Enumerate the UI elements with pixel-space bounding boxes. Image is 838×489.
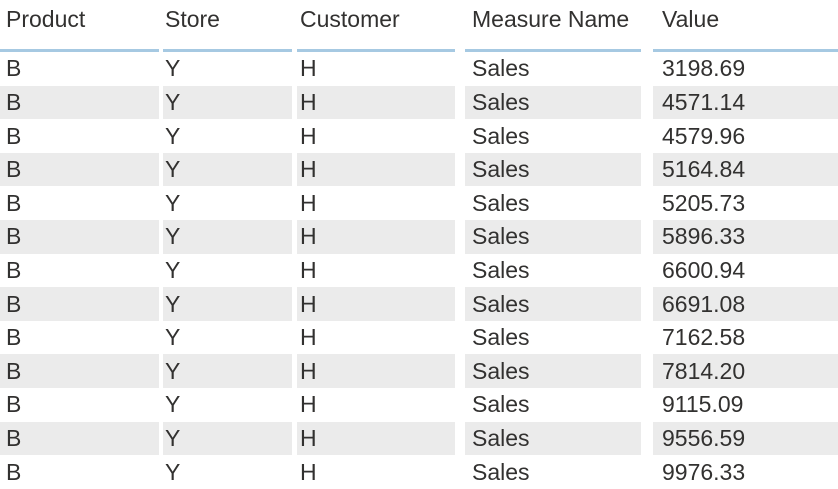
cell-measure-name[interactable]: Sales bbox=[465, 421, 641, 456]
cell-measure-name[interactable]: Sales bbox=[472, 189, 530, 216]
cell-value[interactable]: 4579.96 bbox=[662, 122, 746, 149]
cell-store[interactable]: Y bbox=[163, 287, 292, 321]
table-row: B Y H Sales 9556.59 bbox=[0, 421, 838, 456]
cell-measure-name[interactable]: Sales bbox=[465, 287, 641, 321]
cell-customer[interactable]: H bbox=[300, 55, 317, 82]
cell-value[interactable]: 5205.73 bbox=[662, 189, 746, 216]
cell-store[interactable]: Y bbox=[165, 189, 181, 216]
cell-measure-name[interactable]: Sales bbox=[472, 324, 530, 351]
table-row: B Y H Sales 9976.33 bbox=[0, 455, 838, 489]
cell-product[interactable]: B bbox=[0, 354, 159, 389]
cell-value[interactable]: 4571.14 bbox=[653, 85, 838, 120]
cell-customer[interactable]: H bbox=[300, 458, 317, 485]
cell-customer[interactable]: H bbox=[300, 391, 317, 418]
table-row: B Y H Sales 6691.08 bbox=[0, 287, 838, 321]
cell-store[interactable]: Y bbox=[163, 421, 292, 456]
cell-customer[interactable]: H bbox=[297, 354, 455, 389]
cell-measure-name[interactable]: Sales bbox=[465, 354, 641, 389]
cell-value[interactable]: 6600.94 bbox=[662, 256, 746, 283]
cell-product[interactable]: B bbox=[0, 85, 159, 120]
cell-product[interactable]: B bbox=[6, 55, 22, 82]
cell-store[interactable]: Y bbox=[163, 85, 292, 120]
cell-customer[interactable]: H bbox=[297, 85, 455, 120]
cell-product[interactable]: B bbox=[6, 189, 22, 216]
cell-measure-name[interactable]: Sales bbox=[472, 458, 530, 485]
cell-value[interactable]: 7162.58 bbox=[662, 324, 746, 351]
cell-measure-name[interactable]: Sales bbox=[472, 391, 530, 418]
cell-store[interactable]: Y bbox=[163, 152, 292, 187]
table-row: B Y H Sales 6600.94 bbox=[0, 254, 838, 288]
cell-customer[interactable]: H bbox=[297, 152, 455, 187]
cell-store[interactable]: Y bbox=[165, 256, 181, 283]
cell-store[interactable]: Y bbox=[165, 55, 181, 82]
cell-product[interactable]: B bbox=[0, 287, 159, 321]
cell-product[interactable]: B bbox=[0, 152, 159, 187]
column-header-product[interactable]: Product bbox=[0, 0, 159, 52]
cell-measure-name[interactable]: Sales bbox=[465, 152, 641, 187]
cell-value[interactable]: 6691.08 bbox=[653, 287, 838, 321]
cell-store[interactable]: Y bbox=[163, 220, 292, 254]
cell-store[interactable]: Y bbox=[165, 458, 181, 485]
cell-product[interactable]: B bbox=[0, 421, 159, 456]
table-row: B Y H Sales 5205.73 bbox=[0, 186, 838, 220]
header-row: Product Store Customer Measure Name Value bbox=[0, 0, 838, 52]
cell-measure-name[interactable]: Sales bbox=[472, 55, 530, 82]
cell-measure-name[interactable]: Sales bbox=[472, 122, 530, 149]
table-row: B Y H Sales 5164.84 bbox=[0, 152, 838, 187]
cell-customer[interactable]: H bbox=[300, 256, 317, 283]
column-header-store[interactable]: Store bbox=[163, 0, 292, 52]
cell-product[interactable]: B bbox=[6, 458, 22, 485]
cell-measure-name[interactable]: Sales bbox=[465, 85, 641, 120]
table-row: B Y H Sales 7162.58 bbox=[0, 321, 838, 355]
table-row: B Y H Sales 4571.14 bbox=[0, 85, 838, 120]
table-row: B Y H Sales 5896.33 bbox=[0, 220, 838, 254]
cell-store[interactable]: Y bbox=[165, 122, 181, 149]
table-row: B Y H Sales 4579.96 bbox=[0, 119, 838, 153]
cell-measure-name[interactable]: Sales bbox=[465, 220, 641, 254]
cell-value[interactable]: 9556.59 bbox=[653, 421, 838, 456]
cell-measure-name[interactable]: Sales bbox=[472, 256, 530, 283]
cell-value[interactable]: 7814.20 bbox=[653, 354, 838, 389]
cell-store[interactable]: Y bbox=[163, 354, 292, 389]
table-row: B Y H Sales 3198.69 bbox=[0, 52, 838, 86]
cell-product[interactable]: B bbox=[0, 220, 159, 254]
column-header-customer[interactable]: Customer bbox=[297, 0, 455, 52]
cell-product[interactable]: B bbox=[6, 256, 22, 283]
column-header-value[interactable]: Value bbox=[653, 0, 838, 52]
cell-product[interactable]: B bbox=[6, 391, 22, 418]
cell-value[interactable]: 5164.84 bbox=[653, 152, 838, 187]
table-row: B Y H Sales 9115.09 bbox=[0, 388, 838, 422]
column-header-measure-name[interactable]: Measure Name bbox=[465, 0, 641, 52]
cell-store[interactable]: Y bbox=[165, 391, 181, 418]
cell-customer[interactable]: H bbox=[297, 421, 455, 456]
cell-value[interactable]: 3198.69 bbox=[662, 55, 746, 82]
cell-customer[interactable]: H bbox=[300, 189, 317, 216]
cell-value[interactable]: 9115.09 bbox=[662, 391, 744, 418]
cell-value[interactable]: 5896.33 bbox=[653, 220, 838, 254]
cell-product[interactable]: B bbox=[6, 324, 22, 351]
cell-value[interactable]: 9976.33 bbox=[662, 458, 746, 485]
cell-customer[interactable]: H bbox=[300, 122, 317, 149]
table-row: B Y H Sales 7814.20 bbox=[0, 354, 838, 389]
cell-customer[interactable]: H bbox=[300, 324, 317, 351]
cell-customer[interactable]: H bbox=[297, 220, 455, 254]
cell-customer[interactable]: H bbox=[297, 287, 455, 321]
cell-store[interactable]: Y bbox=[165, 324, 181, 351]
table-body: B Y H Sales 3198.69 B Y H Sales 4571.14 B Y H Sales 45… bbox=[0, 52, 838, 489]
cell-product[interactable]: B bbox=[6, 122, 22, 149]
